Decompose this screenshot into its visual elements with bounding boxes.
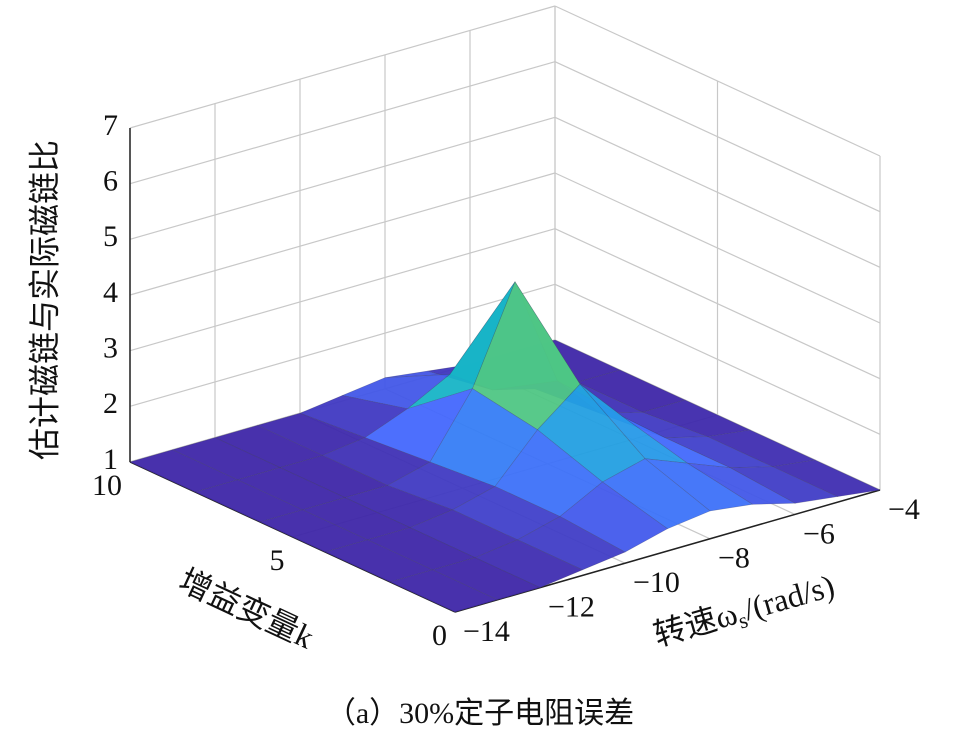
x-tick-label: −6 [803, 517, 835, 550]
grid-line [129, 5, 556, 129]
x-axis-label-unit: /(rad/s) [740, 568, 839, 628]
grid-line [129, 283, 556, 407]
x-tick-label: −8 [718, 542, 750, 575]
surface-patch [771, 459, 882, 497]
y-tick-label: 0 [432, 619, 447, 652]
grid-line [554, 228, 881, 380]
surface-patch [259, 509, 369, 553]
y-tick-label: 5 [270, 544, 285, 577]
z-tick-label: 4 [103, 276, 118, 309]
z-tick-label: 6 [103, 165, 118, 198]
grid-line [554, 283, 881, 435]
z-axis-label: 估计磁链与实际磁链比 [26, 140, 62, 460]
surface-patch [324, 539, 434, 583]
z-tick-label: 5 [103, 220, 118, 253]
z-tick-label: 2 [103, 387, 118, 420]
grid-line [554, 116, 881, 268]
grid-line [554, 5, 881, 157]
surface-patch [664, 436, 773, 469]
x-tick-label: −12 [548, 590, 595, 623]
surface-patch [687, 462, 797, 505]
surface-patch [386, 461, 496, 511]
surface-patch [171, 437, 281, 481]
x-tick-label: −14 [463, 615, 510, 648]
grid-line [129, 116, 556, 240]
surface-patch [537, 383, 646, 483]
z-tick-label: 1 [103, 443, 118, 476]
surface-patch [644, 458, 754, 512]
x-tick-label: −4 [888, 493, 920, 526]
surface-patch [494, 429, 603, 517]
grid-line [554, 61, 881, 213]
z-tick-label: 3 [103, 332, 118, 365]
surface-patch [451, 486, 561, 541]
grid-line [129, 172, 556, 296]
surface-patch [194, 479, 304, 523]
surface-patch [559, 481, 669, 553]
y-tick-label: 10 [92, 469, 122, 502]
z-tick-label: 7 [103, 109, 118, 142]
caption: （a）30%定子电阻误差 [326, 697, 634, 730]
surface-patch [601, 458, 711, 530]
x-axis-line [454, 489, 881, 613]
grid-line [129, 228, 556, 352]
y-axis-label: 增益变量k [174, 562, 320, 655]
surface-patch [389, 569, 499, 613]
x-tick-label: −10 [633, 566, 680, 599]
x-axis-label-text: 转速ω [650, 595, 742, 653]
surface-patch [516, 516, 626, 571]
grid-line [129, 61, 556, 185]
grid-line [554, 172, 881, 324]
